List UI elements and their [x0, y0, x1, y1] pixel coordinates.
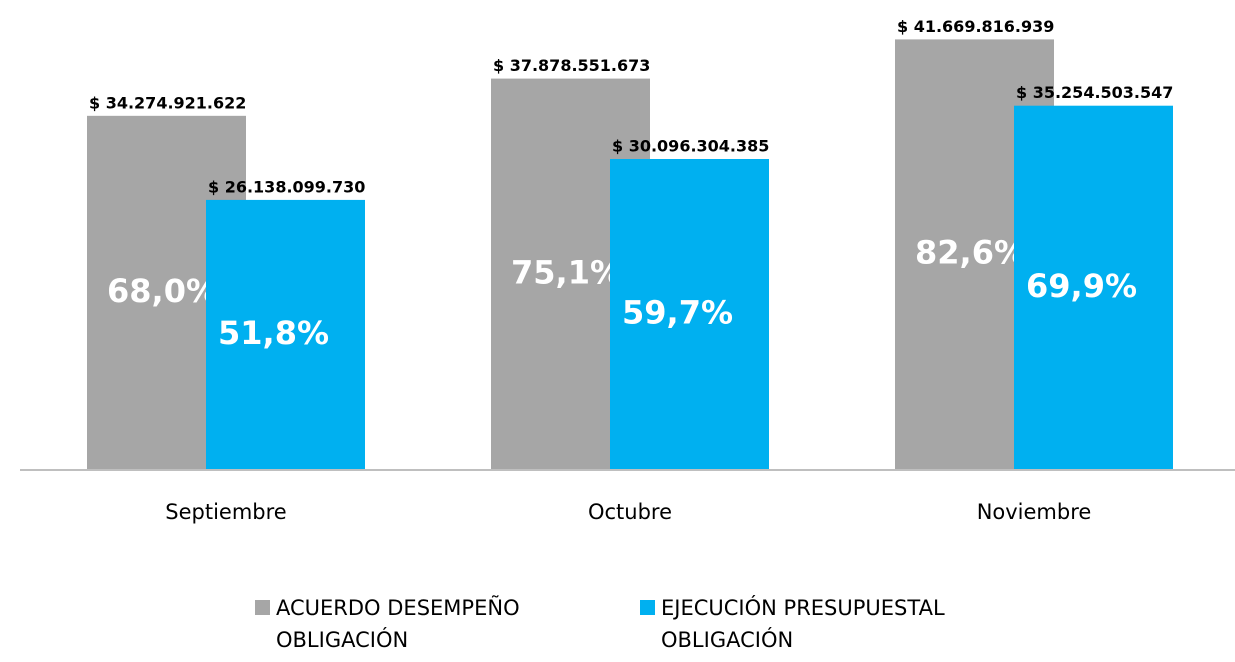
legend-label: ACUERDO DESEMPEÑO OBLIGACIÓN [276, 596, 520, 652]
value-label: $ 35.254.503.547 [1016, 83, 1173, 102]
percent-label: 59,7% [622, 294, 733, 332]
legend-swatch [255, 600, 270, 615]
legend-swatch [640, 600, 655, 615]
x-tick-label: Septiembre [165, 500, 286, 524]
legend-item: ACUERDO DESEMPEÑO OBLIGACIÓN [255, 592, 595, 656]
percent-label: 68,0% [107, 272, 218, 310]
value-label: $ 41.669.816.939 [897, 17, 1054, 36]
legend-item: EJECUCIÓN PRESUPUESTAL OBLIGACIÓN [640, 592, 1060, 656]
legend-label: EJECUCIÓN PRESUPUESTAL OBLIGACIÓN [661, 596, 945, 652]
x-tick-label: Noviembre [977, 500, 1092, 524]
value-label: $ 37.878.551.673 [493, 56, 650, 75]
chart: $ 34.274.921.622 68,0% $ 26.138.099.730 51,… [20, 17, 1235, 524]
percent-label: 82,6% [915, 234, 1026, 272]
value-label: $ 34.274.921.622 [89, 93, 246, 112]
x-tick-label: Octubre [588, 500, 672, 524]
value-label: $ 30.096.304.385 [612, 137, 769, 156]
percent-label: 75,1% [511, 253, 622, 291]
bar [610, 159, 769, 470]
bar [1014, 105, 1173, 470]
value-label: $ 26.138.099.730 [208, 177, 365, 196]
percent-label: 51,8% [218, 314, 329, 352]
bar [206, 199, 365, 470]
percent-label: 69,9% [1026, 267, 1137, 305]
